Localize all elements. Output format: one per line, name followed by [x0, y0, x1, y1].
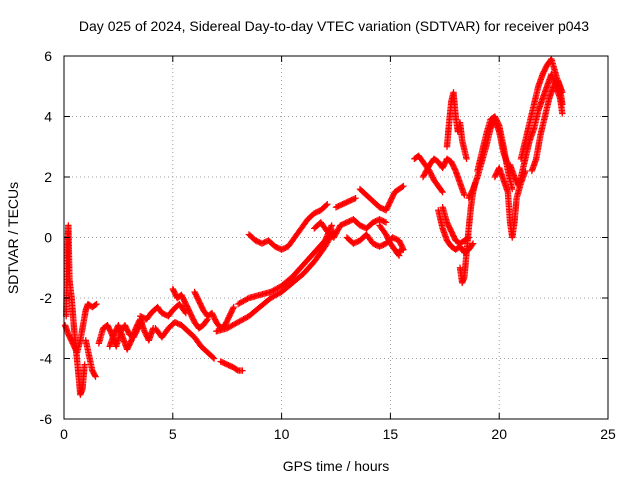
- x-tick-label: 0: [60, 426, 68, 442]
- x-axis-label: GPS time / hours: [283, 458, 390, 474]
- data-point: [92, 373, 99, 380]
- data-point: [463, 155, 470, 163]
- data-point: [209, 354, 217, 361]
- data-point: [81, 361, 88, 368]
- data-point: [93, 300, 100, 308]
- y-tick-label: 0: [44, 230, 52, 246]
- data-point: [381, 218, 388, 225]
- data-point: [324, 201, 331, 208]
- data-series-sdtvar: [61, 55, 566, 398]
- data-point: [400, 182, 407, 190]
- x-tick-label: 15: [383, 426, 399, 442]
- data-point: [495, 121, 502, 128]
- data-point: [469, 240, 477, 247]
- data-point: [382, 219, 390, 226]
- data-point: [352, 194, 359, 202]
- data-point: [395, 251, 402, 258]
- chart-title: Day 025 of 2024, Sidereal Day-to-day VTE…: [79, 18, 589, 34]
- data-point: [559, 101, 566, 108]
- y-axis-label: SDTVAR / TECUs: [5, 182, 21, 294]
- data-point: [203, 317, 210, 324]
- data-point: [210, 355, 218, 362]
- data-point: [399, 183, 406, 191]
- data-point: [439, 188, 446, 196]
- data-point: [328, 222, 335, 229]
- y-tick-label: -6: [40, 411, 53, 427]
- data-point: [438, 187, 445, 195]
- data-point: [461, 191, 468, 199]
- x-tick-label: 20: [491, 426, 507, 442]
- x-tick-label: 25: [600, 426, 616, 442]
- y-tick-label: 2: [44, 169, 52, 185]
- x-tick-label: 5: [169, 426, 177, 442]
- data-point: [239, 367, 246, 374]
- y-tick-label: -2: [40, 290, 53, 306]
- data-point: [559, 110, 566, 117]
- data-point: [559, 89, 566, 96]
- data-point: [92, 301, 99, 309]
- data-point: [323, 202, 330, 209]
- y-tick-label: 4: [44, 109, 52, 125]
- x-tick-label: 10: [274, 426, 290, 442]
- data-point: [229, 305, 237, 312]
- data-point: [351, 195, 358, 202]
- data-point: [91, 372, 99, 379]
- data-point: [395, 252, 403, 259]
- axis-ticks: 0 5 10 15 20 25 -6 -4 -2 0 2 4 6: [40, 48, 616, 442]
- y-tick-label: 6: [44, 48, 52, 64]
- data-point: [230, 303, 237, 311]
- y-tick-label: -4: [40, 351, 53, 367]
